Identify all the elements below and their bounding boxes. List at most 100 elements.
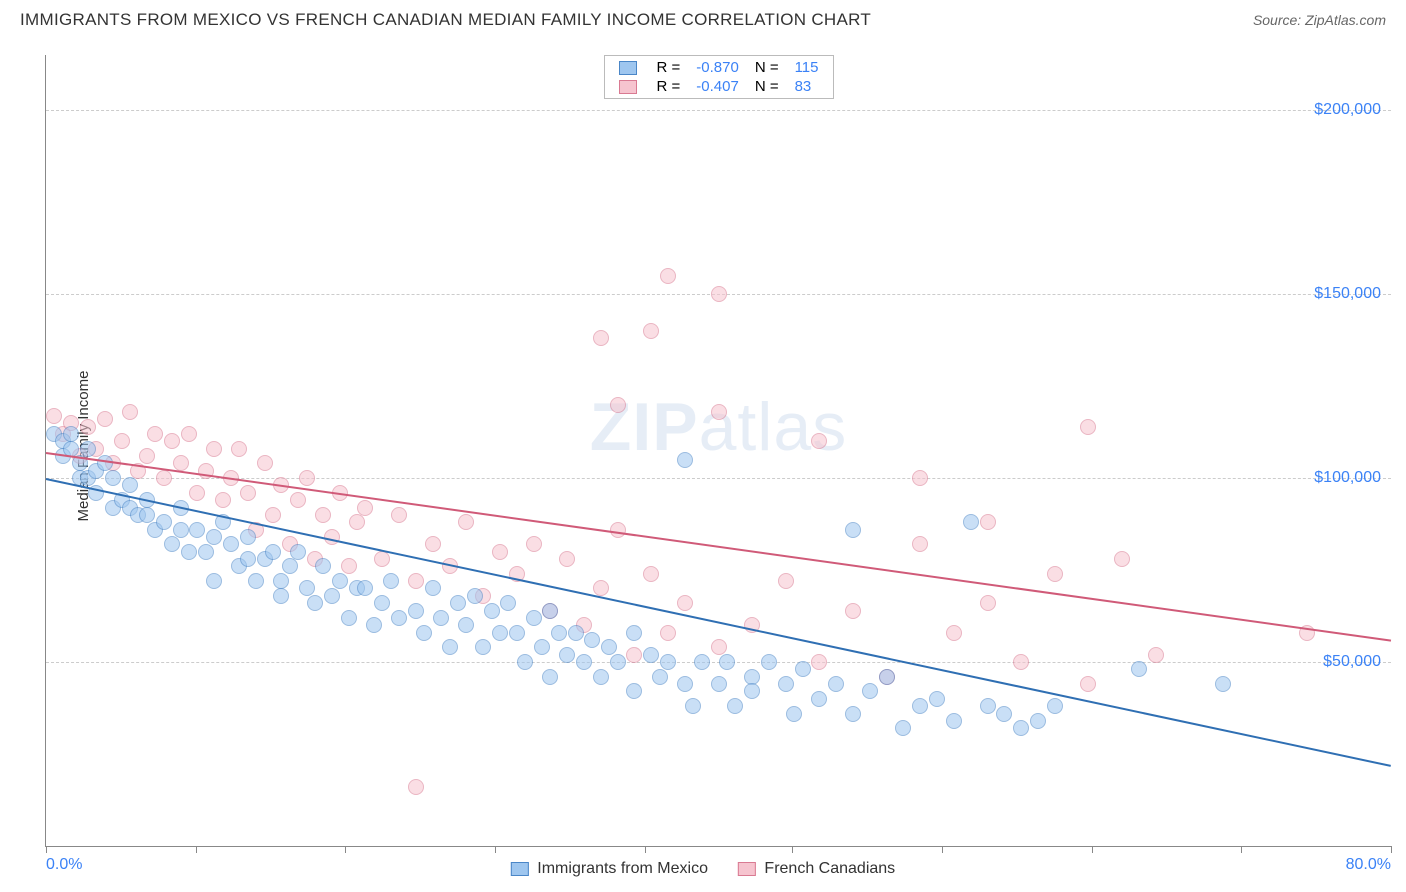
gridline [46,478,1391,479]
data-point [332,573,348,589]
data-point [980,698,996,714]
data-point [517,654,533,670]
watermark: ZIPatlas [590,388,847,466]
data-point [80,441,96,457]
data-point [660,268,676,284]
data-point [181,544,197,560]
data-point [139,507,155,523]
data-point [173,455,189,471]
data-point [114,433,130,449]
data-point [929,691,945,707]
data-point [492,544,508,560]
data-point [97,411,113,427]
legend-row: R =-0.407N =83 [611,77,827,96]
data-point [425,536,441,552]
data-point [963,514,979,530]
data-point [660,625,676,641]
y-tick-label: $50,000 [1323,653,1381,671]
y-tick-label: $100,000 [1314,469,1381,487]
data-point [265,507,281,523]
data-point [315,558,331,574]
data-point [164,536,180,552]
data-point [341,610,357,626]
data-point [526,536,542,552]
data-point [290,544,306,560]
data-point [307,595,323,611]
data-point [719,654,735,670]
data-point [425,580,441,596]
x-tick-mark [942,846,943,853]
data-point [643,566,659,582]
data-point [895,720,911,736]
data-point [215,492,231,508]
data-point [584,632,600,648]
legend-row: R =-0.870N =115 [611,58,827,77]
data-point [744,683,760,699]
data-point [811,433,827,449]
x-tick-mark [792,846,793,853]
data-point [946,713,962,729]
data-point [509,625,525,641]
gridline [46,110,1391,111]
data-point [383,573,399,589]
data-point [341,558,357,574]
data-point [408,779,424,795]
data-point [206,441,222,457]
data-point [980,595,996,611]
data-point [912,536,928,552]
data-point [1148,647,1164,663]
data-point [1030,713,1046,729]
data-point [492,625,508,641]
data-point [164,433,180,449]
data-point [811,691,827,707]
data-point [626,683,642,699]
data-point [484,603,500,619]
data-point [946,625,962,641]
data-point [240,485,256,501]
data-point [105,470,121,486]
data-point [744,669,760,685]
data-point [559,551,575,567]
data-point [391,507,407,523]
data-point [643,323,659,339]
data-point [156,470,172,486]
x-tick-mark [1391,846,1392,853]
x-tick-mark [645,846,646,853]
data-point [711,286,727,302]
data-point [912,698,928,714]
data-point [1013,654,1029,670]
data-point [467,588,483,604]
data-point [652,669,668,685]
data-point [626,625,642,641]
data-point [711,404,727,420]
data-point [862,683,878,699]
data-point [677,676,693,692]
data-point [408,603,424,619]
data-point [442,639,458,655]
data-point [63,426,79,442]
x-tick-mark [1092,846,1093,853]
data-point [80,419,96,435]
data-point [265,544,281,560]
data-point [1215,676,1231,692]
y-tick-label: $150,000 [1314,285,1381,303]
data-point [761,654,777,670]
data-point [248,573,264,589]
data-point [324,588,340,604]
legend-item: French Canadians [738,860,895,878]
trend-line [46,478,1391,767]
data-point [879,669,895,685]
source-label: Source: ZipAtlas.com [1253,12,1386,28]
page-title: IMMIGRANTS FROM MEXICO VS FRENCH CANADIA… [20,10,871,30]
data-point [542,603,558,619]
data-point [374,595,390,611]
data-point [458,617,474,633]
x-tick-mark [495,846,496,853]
data-point [1013,720,1029,736]
data-point [912,470,928,486]
data-point [778,676,794,692]
data-point [206,573,222,589]
data-point [1114,551,1130,567]
data-point [416,625,432,641]
data-point [811,654,827,670]
